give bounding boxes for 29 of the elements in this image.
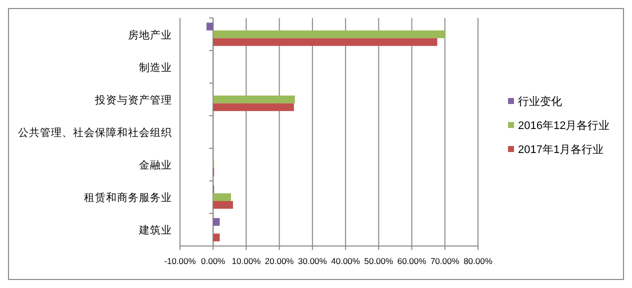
bar xyxy=(213,96,295,104)
x-tick-label: 30.00% xyxy=(298,256,328,266)
bar xyxy=(206,22,214,30)
bar xyxy=(213,234,220,242)
y-tick-label: 金融业 xyxy=(139,158,172,172)
legend-label: 2017年1月各行业 xyxy=(518,143,604,156)
y-tick-label: 房地产业 xyxy=(128,28,172,42)
y-tick-label: 建筑业 xyxy=(138,224,172,237)
x-tick-label: 40.00% xyxy=(331,256,360,266)
bar xyxy=(213,30,445,38)
y-tick-label: 公共管理、社会保障和社会组织 xyxy=(18,126,172,139)
y-tick-label: 租赁和商务服务业 xyxy=(84,191,172,204)
bar xyxy=(213,218,220,226)
x-tick-label: 70.00% xyxy=(430,256,460,266)
x-tick-label: 50.00% xyxy=(364,256,394,266)
x-tick-label: 20.00% xyxy=(264,256,294,266)
bar xyxy=(213,201,233,209)
y-tick-label: 制造业 xyxy=(139,60,172,74)
x-tick-label: 60.00% xyxy=(397,256,427,266)
bar xyxy=(213,38,438,46)
x-tick-label: 0.00% xyxy=(201,256,226,266)
legend-label: 行业变化 xyxy=(518,95,562,108)
x-tick-label: -10.00% xyxy=(164,256,196,266)
legend-label: 2016年12月各行业 xyxy=(518,119,610,132)
x-tick-label: 10.00% xyxy=(232,256,262,266)
y-tick-label: 投资与资产管理 xyxy=(94,93,172,106)
bar xyxy=(213,193,231,202)
x-tick-label: 80.00% xyxy=(464,256,493,266)
bar xyxy=(213,103,294,112)
